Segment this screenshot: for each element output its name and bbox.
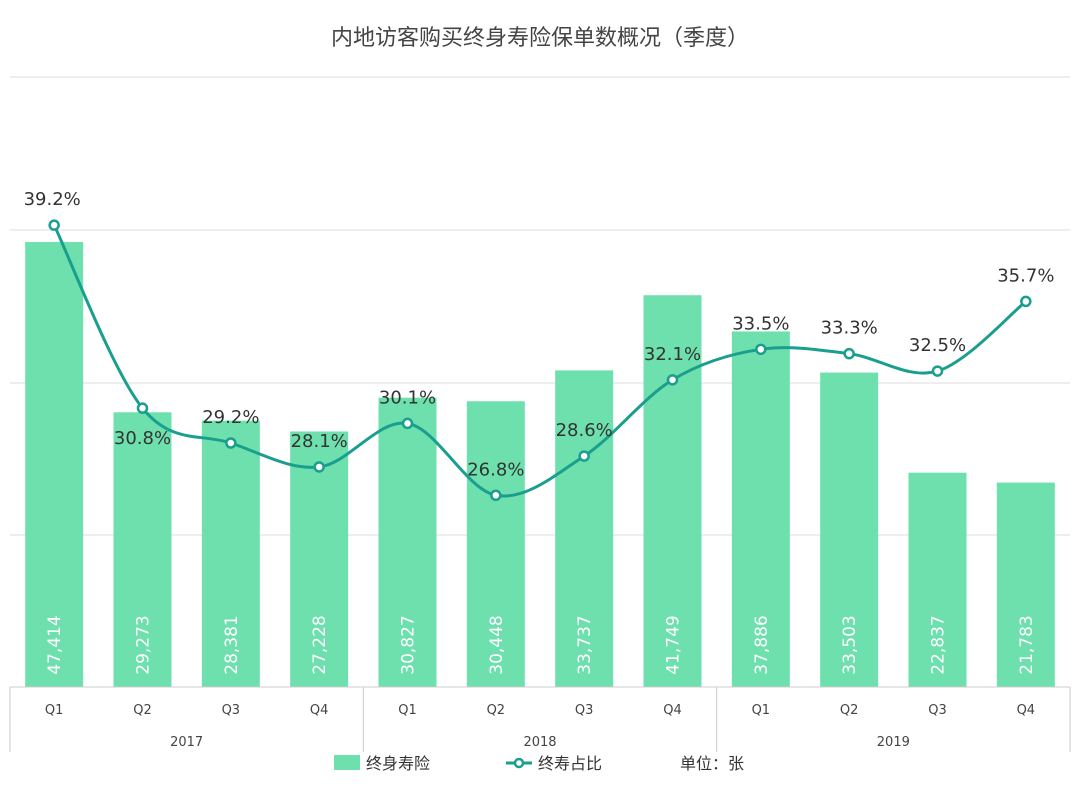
bar-value-label: 30,448 <box>487 615 507 674</box>
ratio-point <box>48 219 60 231</box>
bar-value-label: 30,827 <box>399 615 419 674</box>
bar <box>466 401 525 687</box>
x-tick-label: Q1 <box>752 703 771 718</box>
ratio-label: 33.5% <box>732 313 789 334</box>
x-tick-label: Q1 <box>45 703 64 718</box>
bar <box>643 295 702 687</box>
ratio-label: 26.8% <box>467 459 524 480</box>
ratio-line <box>52 224 1027 498</box>
bar <box>290 431 349 687</box>
ratio-label: 28.6% <box>556 420 613 441</box>
legend-bar-swatch <box>334 755 360 770</box>
ratio-point <box>1020 295 1032 308</box>
bar-value-label: 33,737 <box>575 615 595 674</box>
legend-line-label: 终寿占比 <box>538 754 602 773</box>
ratio-label: 39.2% <box>24 189 81 210</box>
ratio-label: 33.3% <box>821 318 878 339</box>
ratio-label: 32.5% <box>909 335 966 356</box>
ratio-point <box>490 489 502 502</box>
unit-note: 单位：张 <box>680 754 744 773</box>
x-tick-label: Q3 <box>222 703 241 718</box>
ratio-point <box>931 365 944 377</box>
bar-value-label: 22,837 <box>929 615 949 674</box>
bar <box>201 420 260 687</box>
ratio-label: 28.1% <box>291 431 348 452</box>
chart-title: 内地访客购买终身寿险保单数概况（季度） <box>331 26 749 51</box>
x-tick-label: Q4 <box>1017 703 1036 718</box>
bar <box>820 372 879 687</box>
x-group-label: 2017 <box>170 735 203 750</box>
bar-value-label: 27,228 <box>310 615 330 674</box>
bar <box>996 482 1055 687</box>
bar <box>555 370 614 687</box>
bar-value-label: 21,783 <box>1017 615 1037 674</box>
legend-bar-label: 终身寿险 <box>366 754 430 773</box>
bar-value-label: 28,381 <box>222 615 242 674</box>
ratio-point <box>666 374 679 386</box>
ratio-label: 29.2% <box>202 407 259 428</box>
x-tick-label: Q2 <box>133 703 152 718</box>
ratio-point <box>578 450 590 462</box>
x-tick-label: Q1 <box>398 703 417 718</box>
x-axis: Q1 Q2 Q3 Q4 Q1 Q2 Q3 Q4 Q1 Q2 Q3 Q4 2017 2018 2019 <box>9 686 1071 752</box>
x-group-label: 2019 <box>877 735 910 750</box>
x-tick-label: Q4 <box>310 703 329 718</box>
bar-value-label: 47,414 <box>45 615 65 674</box>
ratio-label: 30.8% <box>114 428 171 449</box>
bar <box>378 397 437 687</box>
bar-value-label: 37,886 <box>752 615 772 674</box>
ratio-point <box>225 437 237 449</box>
ratio-point <box>755 343 767 356</box>
ratio-label: 30.1% <box>379 387 436 408</box>
ratio-label: 35.7% <box>997 265 1054 286</box>
x-tick-label: Q2 <box>840 703 859 718</box>
bar <box>908 472 967 687</box>
ratio-point <box>136 402 149 414</box>
bar-value-label: 29,273 <box>134 615 154 674</box>
ratio-point <box>313 461 325 473</box>
ratio-label: 32.1% <box>644 344 701 365</box>
grid <box>10 76 1070 536</box>
legend-line-marker <box>513 757 525 769</box>
bar <box>113 412 172 687</box>
x-tick-label: Q4 <box>663 703 682 718</box>
x-tick-label: Q3 <box>575 703 594 718</box>
x-group-label: 2018 <box>523 735 556 750</box>
bar <box>25 242 84 687</box>
x-tick-label: Q2 <box>487 703 506 718</box>
ratio-point <box>843 347 855 360</box>
bar <box>731 331 790 687</box>
bar-value-label: 33,503 <box>840 615 860 674</box>
bar-series: 47,414 29,273 28,381 27,228 30,827 30,448 33,7… <box>25 242 1055 687</box>
ratio-point <box>401 417 414 430</box>
line-series: 39.2% 30.8% 29.2% 28.1% 30.1% 26.8% 28.6% 32.1%… <box>24 189 1054 502</box>
x-tick-label: Q3 <box>928 703 947 718</box>
legend: 终身寿险 终寿占比 单位：张 <box>334 754 744 773</box>
bar-value-label: 41,749 <box>664 615 684 674</box>
